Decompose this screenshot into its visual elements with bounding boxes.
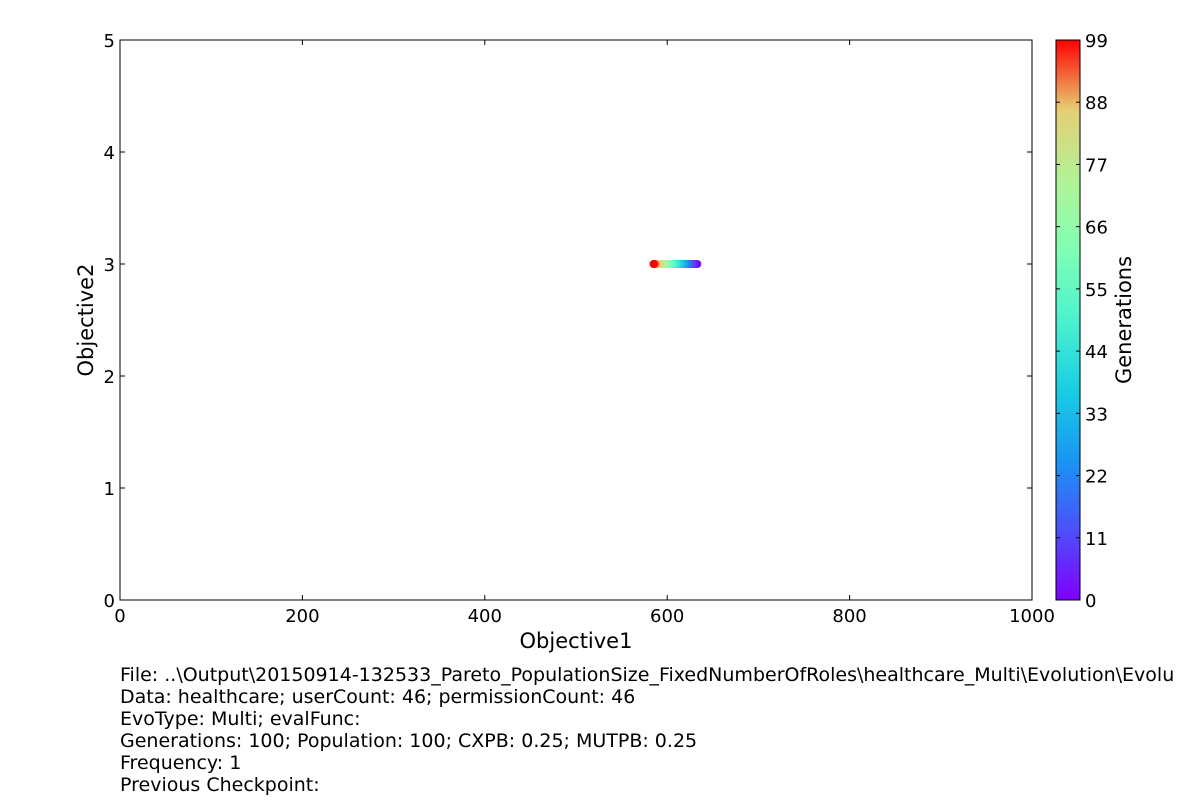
y-axis-label: Objective2 [74,264,98,377]
x-tick-label: 600 [650,606,684,627]
colorbar-tick-label: 11 [1085,529,1108,550]
y-tick-label: 2 [104,367,115,388]
y-tick-label: 1 [104,479,115,500]
colorbar-tick-label: 99 [1085,31,1108,52]
data-summary-text: Data: healthcare; userCount: 46; permiss… [120,686,636,708]
parameters-text: Generations: 100; Population: 100; CXPB:… [120,730,698,752]
colorbar-tick-label: 44 [1085,342,1108,363]
colorbar-tick-label: 33 [1085,404,1108,425]
x-tick-label: 400 [468,606,502,627]
y-tick-label: 3 [104,255,115,276]
x-axis-label: Objective1 [520,629,633,653]
y-tick-label: 4 [104,143,115,164]
frequency-text: Frequency: 1 [120,752,242,774]
plot-area-frame [119,39,1033,601]
file-path-text: File: ..\Output\20150914-132533_Pareto_P… [120,664,1175,686]
colorbar-scale [1055,39,1081,601]
y-tick-label: 0 [104,591,115,612]
scatter-chart: 0 200 400 600 800 1000 0 1 2 3 4 5 Objective1 Objecti… [74,31,1136,653]
x-tick-label: 0 [114,606,125,627]
colorbar-tick-label: 0 [1085,591,1096,612]
evo-type-text: EvoType: Multi; evalFunc: [120,708,361,730]
colorbar-tick-label: 88 [1085,93,1108,114]
colorbar-tick-label: 55 [1085,280,1108,301]
colorbar-tick-label: 77 [1085,155,1108,176]
y-tick-label: 5 [104,31,115,52]
colorbar-label: Generations [1112,256,1136,384]
x-tick-label: 1000 [1009,606,1055,627]
x-tick-label: 800 [832,606,866,627]
checkpoint-text: Previous Checkpoint: [120,774,320,796]
colorbar-tick-label: 22 [1085,467,1108,488]
colorbar-tick-label: 66 [1085,218,1108,239]
run-info-block: File: ..\Output\20150914-132533_Pareto_P… [120,664,1200,796]
x-tick-label: 200 [285,606,319,627]
data-point [649,260,658,268]
